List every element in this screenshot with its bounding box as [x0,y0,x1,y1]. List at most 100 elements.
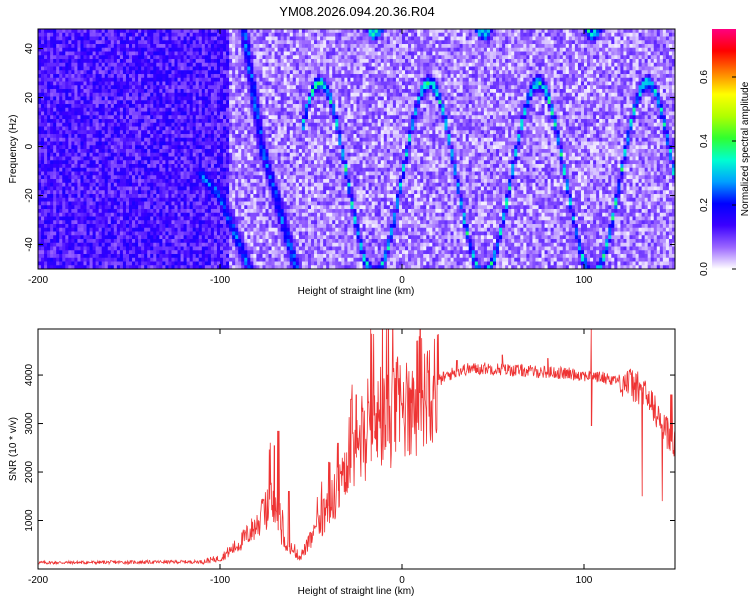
heatmap-cell [92,59,97,64]
heatmap-cell [226,74,230,79]
heatmap-cell [56,220,60,225]
heatmap-cell [141,85,145,90]
heatmap-cell [238,32,242,37]
heatmap-cell [210,66,215,71]
heatmap-cell [220,141,224,146]
heatmap-cell [150,119,154,124]
heatmap-cell [98,130,103,135]
heatmap-cell [210,201,215,206]
heatmap-cell [210,119,215,124]
heatmap-cell [83,36,87,41]
heatmap-cell [62,81,66,86]
heatmap-cell [104,156,109,161]
heatmap-cell [53,81,57,86]
heatmap-cell [38,160,42,165]
heatmap-cell [92,51,97,56]
heatmap-cell [216,96,221,101]
heatmap-cell [256,216,260,221]
heatmap-cell [122,92,127,97]
heatmap-cell [119,40,124,45]
heatmap-cell [210,40,215,45]
heatmap-cell [171,32,175,37]
heatmap-cell [207,212,212,217]
heatmap-cell [135,235,139,240]
heatmap-cell [271,246,275,251]
heatmap-cell [132,261,136,266]
heatmap-cell [204,130,209,135]
heatmap-cell [171,134,175,139]
heatmap-cell [104,212,109,217]
heatmap-cell [129,122,133,127]
heatmap-cell [68,92,72,97]
heatmap-cell [198,100,203,105]
heatmap-cell [216,104,221,109]
heatmap-cell [241,186,245,191]
heatmap-cell [216,242,221,247]
heatmap-cell [156,134,160,139]
heatmap-cell [241,235,245,240]
heatmap-cell [268,182,272,187]
heatmap-cell [229,111,233,116]
heatmap-cell [253,130,257,135]
heatmap-cell [77,36,81,41]
heatmap-cell [62,167,66,172]
heatmap-cell [92,167,97,172]
heatmap-cell [165,137,169,142]
heatmap-cell [80,254,84,259]
heatmap-cell [156,246,160,251]
heatmap-cell [244,239,248,244]
heatmap-cell [92,179,97,184]
heatmap-cell [113,66,118,71]
heatmap-cell [232,205,236,210]
heatmap-cell [226,164,230,169]
heatmap-cell [116,89,121,94]
heatmap-cell [159,66,163,71]
heatmap-cell [198,70,203,75]
heatmap-cell [150,190,154,195]
heatmap-cell [213,96,218,101]
heatmap-cell [56,104,60,109]
heatmap-cell [80,115,84,120]
heatmap-cell [110,250,115,255]
heatmap-cell [250,209,254,214]
heatmap-cell [138,171,142,176]
heatmap-cell [223,227,227,232]
heatmap-cell [86,190,90,195]
heatmap-cell [74,145,78,150]
heatmap-cell [53,201,57,206]
heatmap-cell [259,164,263,169]
heatmap-cell [129,220,133,225]
heatmap-cell [262,36,266,41]
heatmap-cell [177,250,181,255]
heatmap-cell [44,59,48,64]
heatmap-cell [253,59,257,64]
heatmap-cell [56,239,60,244]
heatmap-cell [265,231,269,236]
heatmap-cell [95,40,100,45]
heatmap-cell [207,182,212,187]
heatmap-cell [207,111,212,116]
heatmap-cell [262,201,266,206]
heatmap-cell [101,119,106,124]
heatmap-cell [150,126,154,131]
heatmap-cell [89,100,93,105]
heatmap-cell [74,62,78,67]
heatmap-cell [168,209,172,214]
heatmap-cell [186,254,191,259]
heatmap-cell [107,126,112,131]
heatmap-cell [226,265,230,269]
heatmap-cell [59,194,63,199]
heatmap-cell [56,242,60,247]
heatmap-cell [38,171,42,176]
heatmap-cell [223,47,227,52]
heatmap-cell [135,107,139,112]
heatmap-cell [256,62,260,67]
heatmap-cell [122,77,127,82]
heatmap-cell [59,175,63,180]
heatmap-cell [65,36,69,41]
heatmap-cell [259,235,263,240]
heatmap-cell [122,85,127,90]
heatmap-cell [165,100,169,105]
heatmap-cell [253,51,257,56]
heatmap-cell [156,175,160,180]
